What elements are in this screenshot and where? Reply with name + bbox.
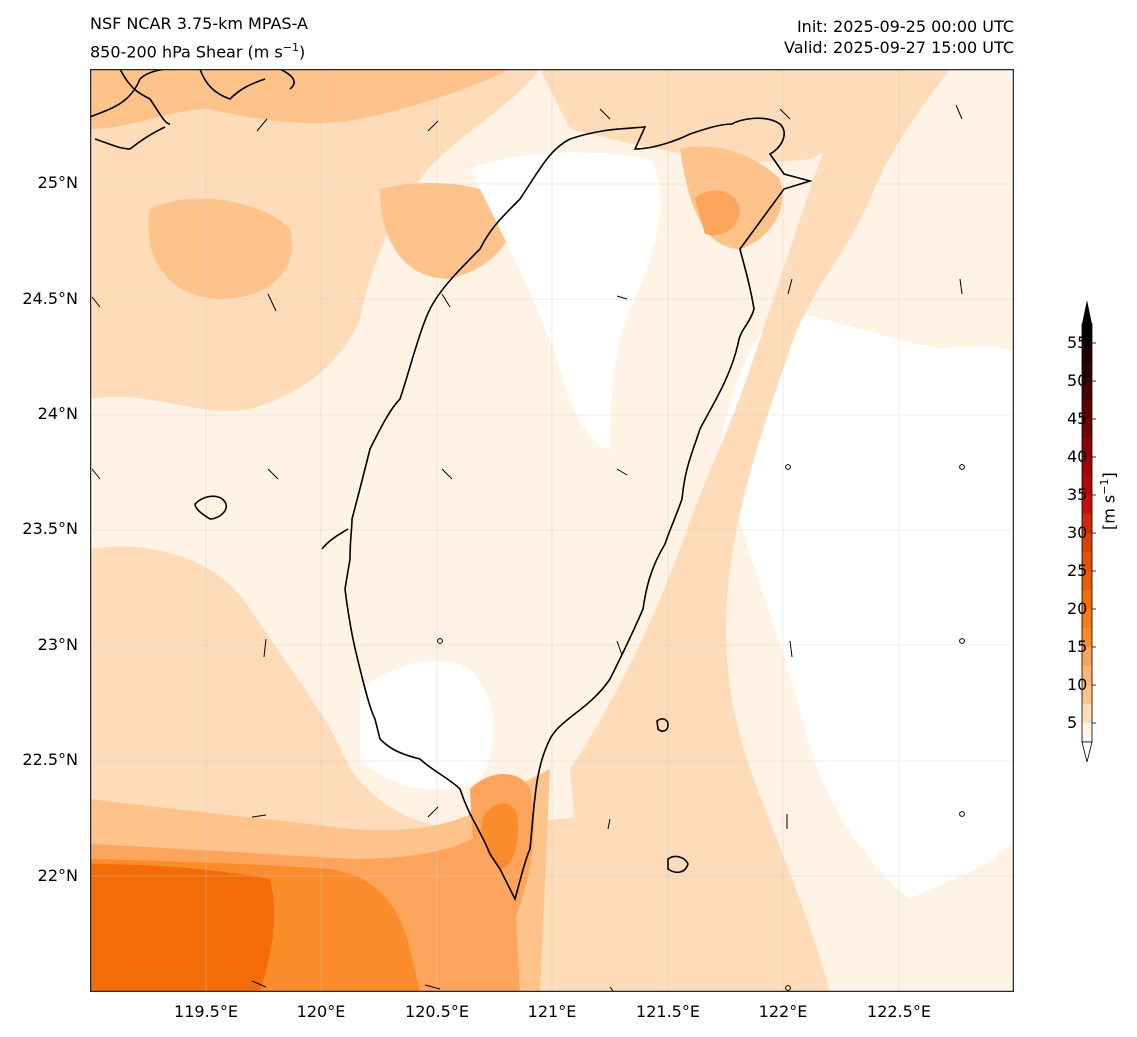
colorbar-label-15: 15 [1067, 637, 1088, 656]
colorbar-label-30: 30 [1067, 523, 1088, 542]
model-title: NSF NCAR 3.75-km MPAS-A [90, 14, 308, 33]
colorbar [1081, 300, 1096, 763]
field-title-close: ) [298, 42, 306, 62]
colorbar-label-45: 45 [1067, 409, 1088, 428]
field-title: 850-200 hPa Shear (m s−1) [90, 36, 308, 64]
shear-island-calm-patch [470, 152, 661, 449]
colorbar-label-25: 25 [1067, 561, 1088, 580]
map-gridlines [90, 69, 1014, 992]
orchid-island-outline [667, 855, 689, 874]
west-islet-outline [321, 528, 349, 550]
lon-tick-120e: 120°E [296, 1002, 346, 1021]
colorbar-label-35: 35 [1067, 485, 1088, 504]
colorbar-title-text: [m s [1099, 494, 1119, 530]
colorbar-title-close: ] [1099, 472, 1119, 479]
shear-east-calm-zone [720, 309, 1014, 899]
lat-tick-24n: 24°N [37, 404, 78, 423]
shear-north-central-blob [380, 183, 512, 279]
map-plot [90, 69, 1014, 992]
wind-barbs [91, 104, 963, 992]
colorbar-max-extend [1082, 300, 1092, 324]
shear-northeast-strong-patch [695, 190, 740, 236]
field-title-text: 850-200 hPa Shear (m s [90, 42, 283, 62]
lat-tick-22n: 22°N [37, 866, 78, 885]
colorbar-title-exponent: −1 [1098, 478, 1111, 495]
china-coast-outline [90, 69, 295, 150]
lat-tick-24-5n: 24.5°N [22, 289, 78, 308]
green-island-outline [656, 718, 669, 732]
map-frame [90, 69, 1014, 992]
shear-north-patch [90, 69, 510, 129]
shear-west-moderate-zone [90, 69, 540, 412]
time-block: Init: 2025-09-25 00:00 UTC Valid: 2025-0… [784, 16, 1014, 58]
calm-wind-markers [437, 464, 965, 991]
colorbar-label-40: 40 [1067, 447, 1088, 466]
shear-south-coast-core [481, 803, 519, 869]
lon-tick-122e: 122°E [758, 1002, 808, 1021]
colorbar-ticks [1092, 342, 1096, 724]
colorbar-levels [1082, 324, 1092, 742]
colorbar-label-5: 5 [1067, 713, 1078, 732]
lat-tick-25n: 25°N [37, 173, 78, 192]
lon-tick-122-5e: 122.5°E [867, 1002, 931, 1021]
field-title-exponent: −1 [282, 41, 299, 54]
shear-island-south-calm [360, 660, 494, 790]
penghu-island-outline [194, 495, 228, 520]
colorbar-label-55: 55 [1067, 333, 1088, 352]
valid-time: Valid: 2025-09-27 15:00 UTC [783, 38, 1014, 57]
colorbar-label-10: 10 [1067, 675, 1088, 694]
colorbar-min-extend [1081, 741, 1093, 763]
taiwan-coastline [344, 117, 813, 902]
colorbar-label-20: 20 [1067, 599, 1088, 618]
colorbar-title: [m s−1] [1098, 472, 1118, 530]
shear-northeast-band [540, 69, 890, 162]
lat-tick-22-5n: 22.5°N [22, 750, 78, 769]
init-time: Init: 2025-09-25 00:00 UTC [796, 17, 1014, 36]
lon-tick-121-5e: 121.5°E [636, 1002, 700, 1021]
shear-southwest-max-core [90, 864, 275, 992]
shear-northwest-blob [148, 198, 292, 299]
title-block: NSF NCAR 3.75-km MPAS-A 850-200 hPa Shea… [90, 12, 308, 64]
lat-tick-23-5n: 23.5°N [22, 519, 78, 538]
map-panel [90, 69, 1014, 992]
lon-tick-120-5e: 120.5°E [405, 1002, 469, 1021]
colorbar-label-50: 50 [1067, 371, 1088, 390]
lon-tick-119-5e: 119.5°E [174, 1002, 238, 1021]
lat-tick-23n: 23°N [37, 635, 78, 654]
lon-tick-121e: 121°E [527, 1002, 577, 1021]
